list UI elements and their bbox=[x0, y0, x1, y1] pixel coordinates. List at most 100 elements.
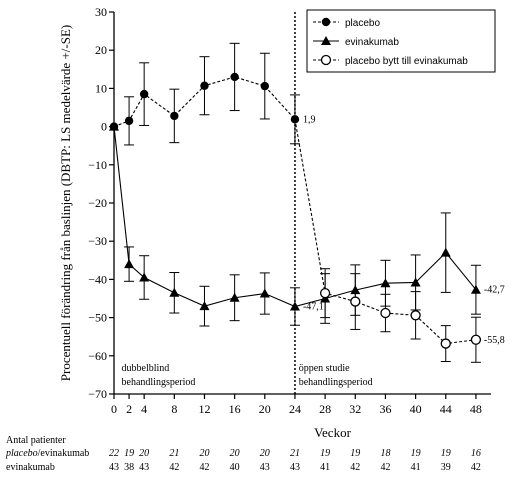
patient-count-table: Antal patienter placebo/evinakumab evinaku… bbox=[5, 435, 481, 473]
period-label: behandlingsperiod bbox=[122, 377, 196, 388]
data-point-placebo bbox=[230, 72, 239, 82]
table-cell-placebo: 20 bbox=[230, 448, 240, 459]
table-row1-label: placebo/evinakumab bbox=[5, 448, 89, 459]
y-tick-label: 30 bbox=[95, 5, 107, 19]
legend-box bbox=[306, 9, 496, 73]
table-cell-evinacumab: 38 bbox=[124, 462, 134, 473]
table-title: Antal patienter bbox=[6, 435, 66, 446]
table-cell-placebo: 20 bbox=[139, 448, 149, 459]
y-tick-label: −50 bbox=[88, 311, 107, 325]
x-tick-label: 24 bbox=[289, 402, 301, 416]
data-point-switched bbox=[470, 334, 482, 345]
y-tick-label: −70 bbox=[88, 387, 107, 401]
y-tick-label: −10 bbox=[88, 158, 107, 172]
x-tick-label: 12 bbox=[198, 402, 210, 416]
table-cell-evinacumab: 42 bbox=[471, 462, 481, 473]
data-point-evinacumab bbox=[321, 36, 331, 45]
table-cell-evinacumab: 43 bbox=[109, 462, 119, 473]
y-axis-title: Procentuell förändring från baslinjen (D… bbox=[58, 25, 73, 381]
period-label: behandlingsperiod bbox=[299, 377, 373, 388]
x-tick-label: 28 bbox=[319, 402, 331, 416]
period-label: dubbelblind bbox=[122, 363, 170, 374]
data-point-evinacumab bbox=[440, 247, 451, 257]
y-tick-label: −30 bbox=[88, 234, 107, 248]
table-cell-evinacumab: 43 bbox=[139, 462, 149, 473]
table-cell-evinacumab: 43 bbox=[290, 462, 300, 473]
x-tick-label: 44 bbox=[440, 402, 452, 416]
data-point-placebo bbox=[170, 111, 179, 121]
series-layer bbox=[109, 42, 482, 363]
legend-label: placebo bbox=[345, 18, 380, 29]
data-point-evinacumab bbox=[139, 272, 150, 282]
table-row2-label: evinakumab bbox=[6, 462, 55, 473]
y-tick-label: −60 bbox=[88, 349, 107, 363]
x-tick-label: 48 bbox=[470, 402, 482, 416]
y-tick-label: 20 bbox=[95, 43, 107, 57]
x-tick-label: 0 bbox=[111, 402, 117, 416]
x-tick-label: 40 bbox=[410, 402, 422, 416]
table-cell-placebo: 20 bbox=[199, 448, 209, 459]
table-cell-evinacumab: 42 bbox=[350, 462, 360, 473]
x-tick-label: 20 bbox=[259, 402, 271, 416]
value-label: -42,7 bbox=[484, 285, 505, 296]
data-point-evinacumab bbox=[109, 121, 119, 131]
series-0 bbox=[109, 42, 300, 146]
data-point-evinacumab bbox=[259, 288, 270, 298]
table-cell-evinacumab: 39 bbox=[441, 462, 451, 473]
table-cell-placebo: 19 bbox=[350, 448, 360, 459]
table-cell-evinacumab: 43 bbox=[260, 462, 270, 473]
data-point-switched bbox=[320, 54, 332, 66]
table-cell-placebo: 19 bbox=[441, 448, 451, 459]
data-point-switched bbox=[350, 296, 361, 307]
data-point-placebo bbox=[260, 81, 269, 91]
data-point-evinacumab bbox=[289, 301, 300, 311]
data-point-switched bbox=[440, 338, 451, 349]
data-point-switched bbox=[319, 288, 331, 299]
table-cell-placebo: 21 bbox=[169, 448, 179, 459]
y-tick-label: 10 bbox=[95, 81, 107, 95]
legend-label: placebo bytt till evinakumab bbox=[345, 56, 468, 67]
annotation-layer: 1,9 -47,1 -42,7 -55,8 dubbelblind behandlings… bbox=[122, 114, 505, 388]
data-point-evinacumab bbox=[380, 278, 391, 288]
data-point-placebo bbox=[124, 116, 134, 126]
y-tick-label: −20 bbox=[88, 196, 107, 210]
table-cell-evinacumab: 42 bbox=[169, 462, 179, 473]
table-cell-placebo: 19 bbox=[320, 448, 330, 459]
data-point-placebo bbox=[321, 17, 331, 27]
data-point-placebo bbox=[200, 81, 209, 90]
y-tick-label: −40 bbox=[88, 272, 107, 286]
table-cell-placebo: 16 bbox=[471, 448, 481, 459]
x-tick-label: 32 bbox=[349, 402, 361, 416]
x-tick-label: 8 bbox=[171, 402, 177, 416]
x-tick-label: 4 bbox=[141, 402, 147, 416]
x-tick-label: 16 bbox=[229, 402, 241, 416]
data-point-switched bbox=[380, 307, 391, 319]
data-point-evinacumab bbox=[470, 284, 481, 294]
data-point-evinacumab bbox=[229, 292, 240, 302]
series-line bbox=[113, 76, 296, 128]
value-label: -47,1 bbox=[303, 302, 324, 313]
table-cell-placebo: 20 bbox=[260, 448, 270, 459]
y-tick-label: 0 bbox=[101, 120, 107, 134]
table-cell-placebo: 18 bbox=[380, 448, 390, 459]
table-cell-evinacumab: 41 bbox=[411, 462, 421, 473]
value-label: -55,8 bbox=[484, 335, 505, 346]
data-point-evinacumab bbox=[199, 301, 210, 311]
table-cell-placebo: 19 bbox=[124, 448, 134, 459]
period-label: öppen studie bbox=[299, 363, 350, 374]
table-cell-evinacumab: 40 bbox=[230, 462, 240, 473]
table-cell-placebo: 21 bbox=[290, 448, 300, 459]
data-point-evinacumab bbox=[410, 277, 421, 287]
x-tick-label: 36 bbox=[379, 402, 391, 416]
table-cell-evinacumab: 41 bbox=[320, 462, 330, 473]
data-point-placebo bbox=[139, 89, 149, 99]
legend-label: evinakumab bbox=[345, 37, 399, 48]
series-line bbox=[113, 126, 477, 308]
x-tick-label: 2 bbox=[126, 402, 132, 416]
table-cell-placebo: 22 bbox=[109, 448, 119, 459]
table-cell-evinacumab: 42 bbox=[199, 462, 209, 473]
data-point-switched bbox=[410, 310, 421, 321]
legend: placebo evinakumab placebo bytt till evina… bbox=[306, 9, 496, 73]
